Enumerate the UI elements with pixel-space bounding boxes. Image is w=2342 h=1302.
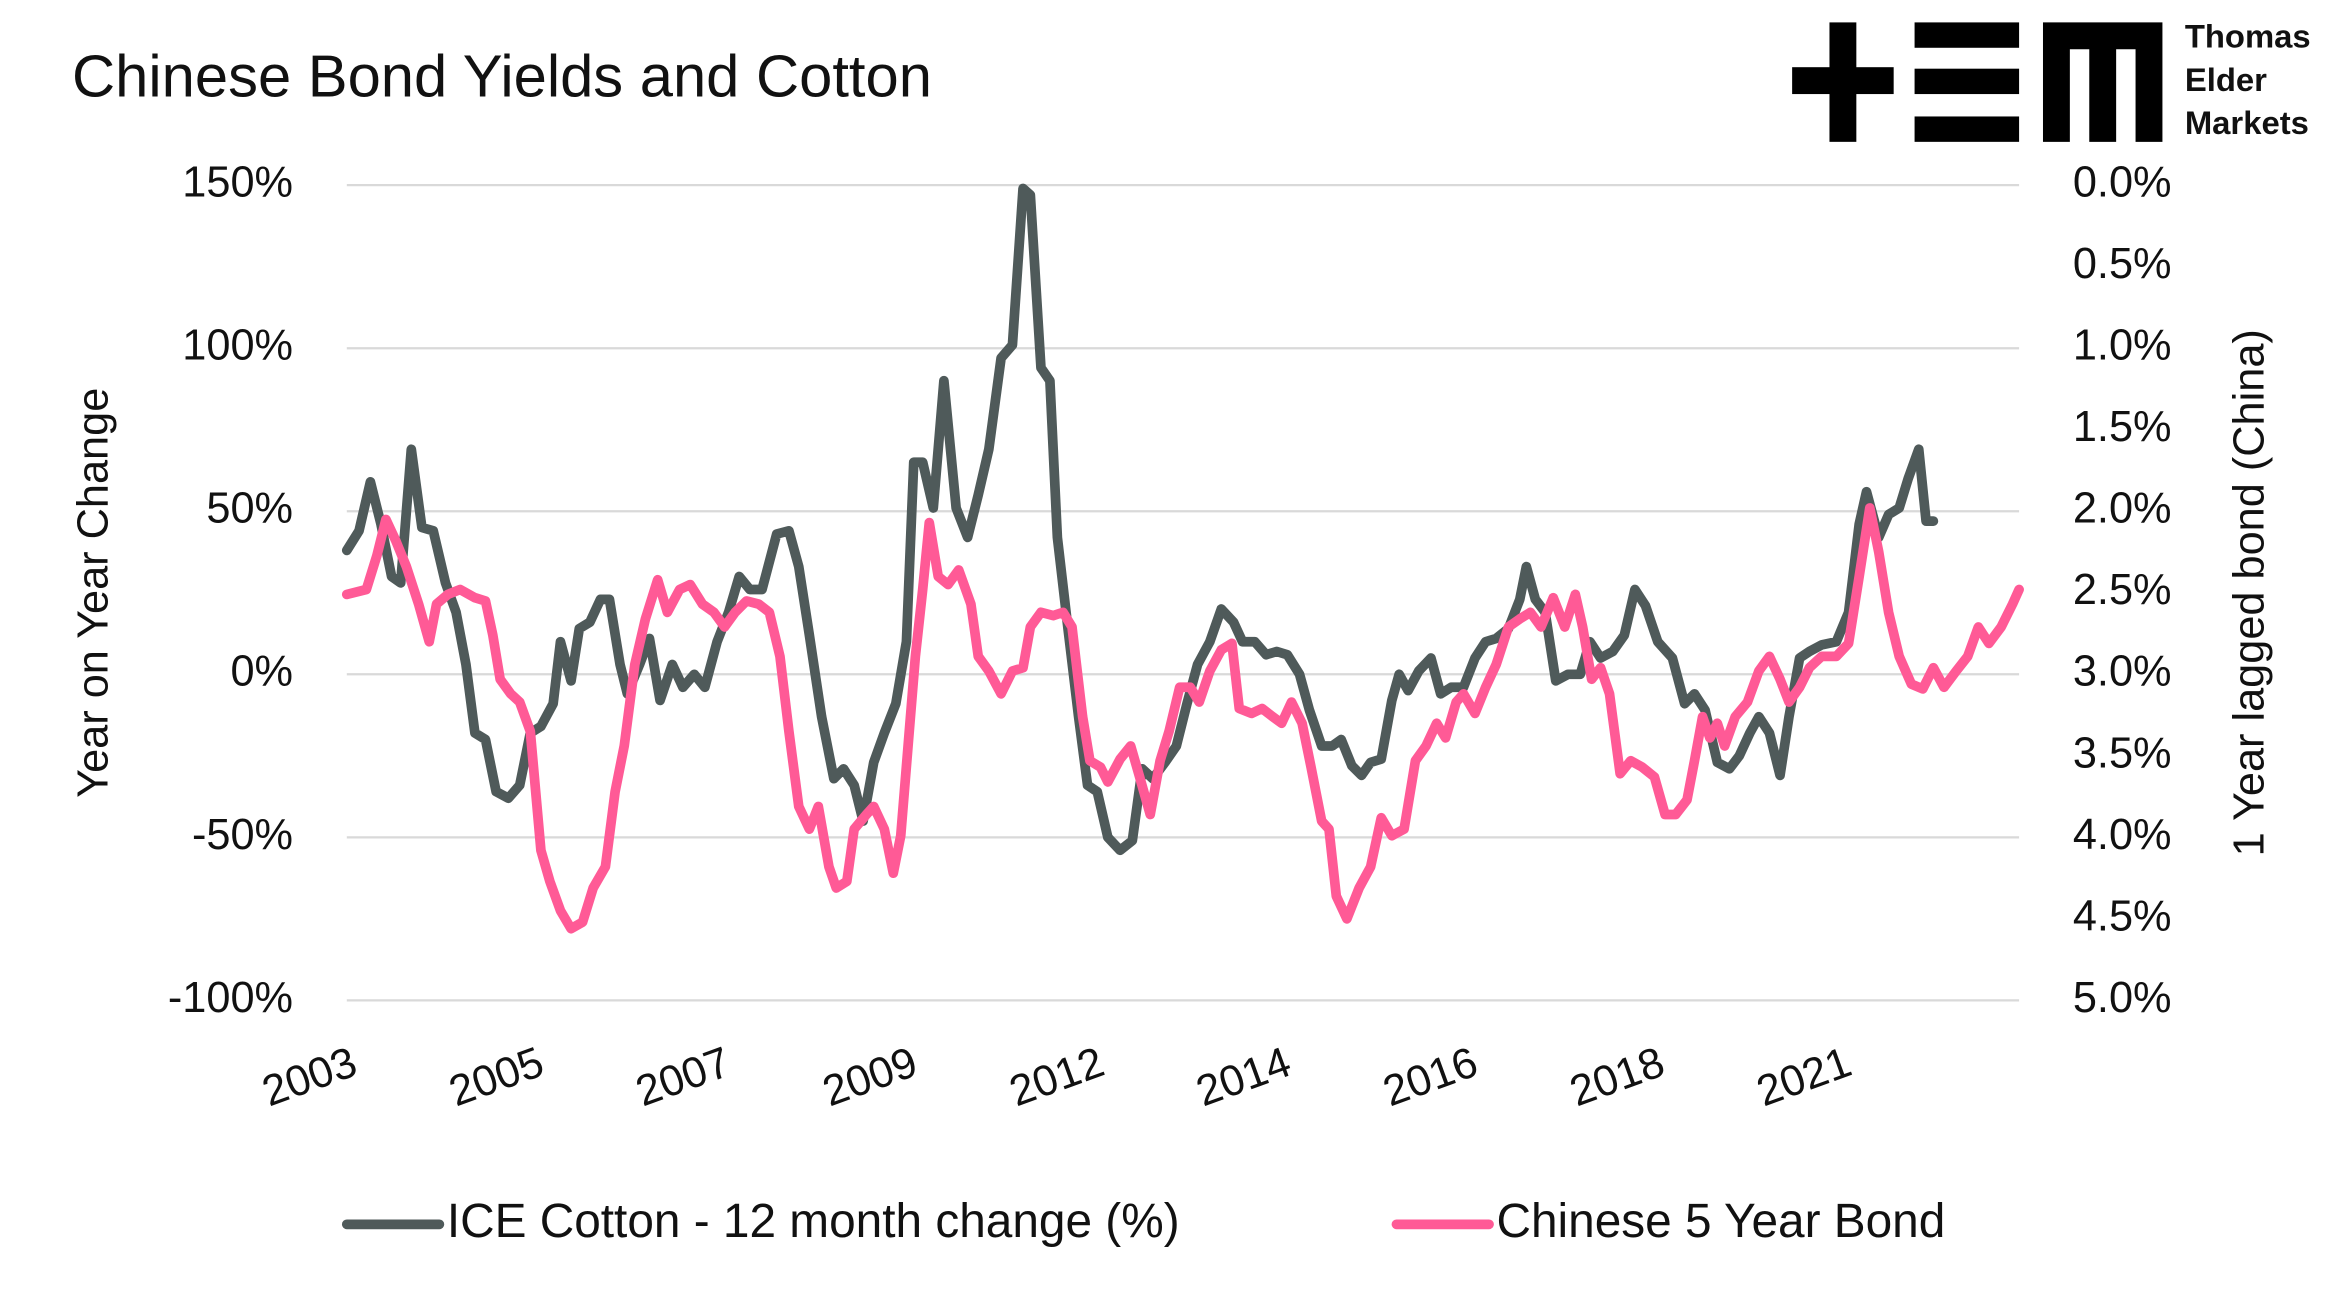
series-line — [341, 183, 1939, 856]
y2-tick-label: 0.0% — [2073, 159, 2172, 207]
y2-tick-label: 0.5% — [2073, 240, 2172, 288]
logo-shape — [1914, 22, 2020, 48]
y2-tick-label: 4.0% — [2073, 811, 2172, 859]
x-tick-label: 2016 — [1377, 1038, 1484, 1116]
x-tick-label: 2012 — [1003, 1038, 1110, 1116]
legend-label: Chinese 5 Year Bond — [1497, 1195, 1946, 1248]
y2-tick-label: 1.5% — [2073, 403, 2172, 451]
legend-item: ICE Cotton - 12 month change (%) — [341, 1195, 1180, 1248]
y2-tick-label: 3.0% — [2073, 648, 2172, 696]
logo-shape — [1829, 22, 1857, 142]
x-tick-label: 2005 — [443, 1038, 550, 1116]
y-tick-label: 0% — [230, 648, 293, 696]
logo-text: Markets — [2185, 104, 2309, 141]
y2-tick-label: 5.0% — [2073, 974, 2172, 1022]
y-tick-label: 50% — [206, 485, 293, 533]
logo-shape — [2042, 22, 2163, 142]
x-tick-label: 2009 — [817, 1038, 924, 1116]
legend-label: ICE Cotton - 12 month change (%) — [447, 1195, 1180, 1248]
y-tick-label: 100% — [182, 322, 293, 370]
x-tick-label: 2003 — [256, 1038, 363, 1116]
x-tick-label: 2007 — [630, 1038, 737, 1116]
y-axis-title: Year on Year Change — [69, 388, 117, 798]
y-tick-label: 150% — [182, 159, 293, 207]
x-tick-label: 2018 — [1564, 1038, 1671, 1116]
logo-text: Thomas — [2185, 17, 2311, 54]
logo-text: Elder — [2185, 61, 2267, 98]
legend-item: Chinese 5 Year Bond — [1391, 1195, 1946, 1248]
logo-shape — [1914, 68, 2020, 95]
logo: Thomas Elder Markets — [1792, 17, 2311, 142]
y2-tick-label: 4.5% — [2073, 892, 2172, 940]
series-line — [341, 503, 2024, 934]
y-tick-label: -100% — [168, 974, 293, 1022]
y2-axis-title: 1 Year lagged bond (China) — [2225, 329, 2273, 856]
chart-title: Chinese Bond Yields and Cotton — [72, 42, 932, 109]
y2-tick-label: 1.0% — [2073, 322, 2172, 370]
x-tick-label: 2021 — [1751, 1038, 1858, 1116]
y2-tick-label: 2.0% — [2073, 485, 2172, 533]
y2-tick-label: 2.5% — [2073, 566, 2172, 614]
y2-tick-label: 3.5% — [2073, 729, 2172, 777]
logo-shape — [1914, 116, 2020, 142]
x-tick-label: 2014 — [1190, 1038, 1297, 1116]
y-tick-label: -50% — [192, 811, 293, 859]
